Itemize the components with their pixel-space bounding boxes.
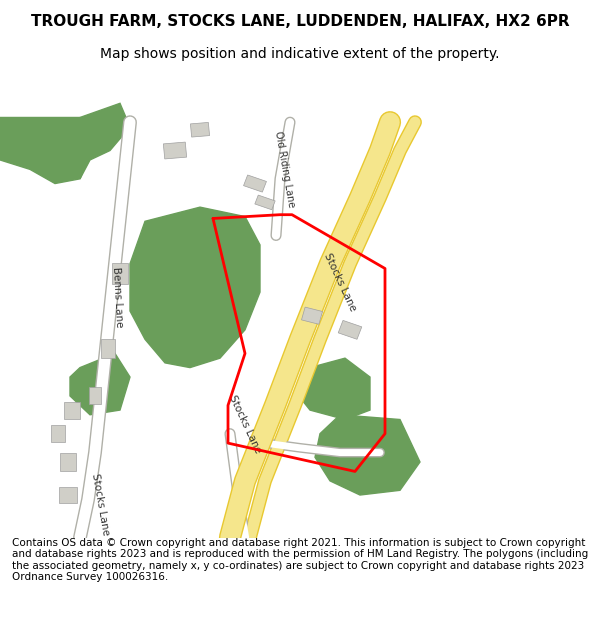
Text: Stocks Lane: Stocks Lane	[322, 252, 358, 313]
Text: Benns Lane: Benns Lane	[112, 266, 125, 328]
Polygon shape	[0, 118, 95, 184]
Bar	[163, 142, 187, 159]
Polygon shape	[130, 207, 260, 368]
Polygon shape	[80, 103, 130, 179]
Bar	[244, 175, 266, 192]
Text: Map shows position and indicative extent of the property.: Map shows position and indicative extent…	[100, 47, 500, 61]
Bar	[60, 452, 76, 471]
Bar	[190, 122, 209, 137]
Polygon shape	[315, 415, 420, 495]
Text: TROUGH FARM, STOCKS LANE, LUDDENDEN, HALIFAX, HX2 6PR: TROUGH FARM, STOCKS LANE, LUDDENDEN, HAL…	[31, 14, 569, 29]
Polygon shape	[70, 354, 130, 415]
Bar	[89, 388, 101, 404]
Text: Old Riding Lane: Old Riding Lane	[274, 131, 296, 208]
Bar	[59, 488, 77, 502]
Bar	[112, 263, 128, 284]
Text: Stocks Lane: Stocks Lane	[89, 472, 110, 536]
Bar	[255, 195, 275, 210]
Bar	[51, 425, 65, 442]
Text: Stocks Lane: Stocks Lane	[227, 394, 263, 455]
Text: Contains OS data © Crown copyright and database right 2021. This information is : Contains OS data © Crown copyright and d…	[12, 538, 588, 582]
Bar	[64, 402, 80, 419]
Bar	[338, 321, 362, 339]
Polygon shape	[295, 358, 370, 419]
Bar	[301, 307, 323, 324]
Bar	[101, 339, 115, 358]
